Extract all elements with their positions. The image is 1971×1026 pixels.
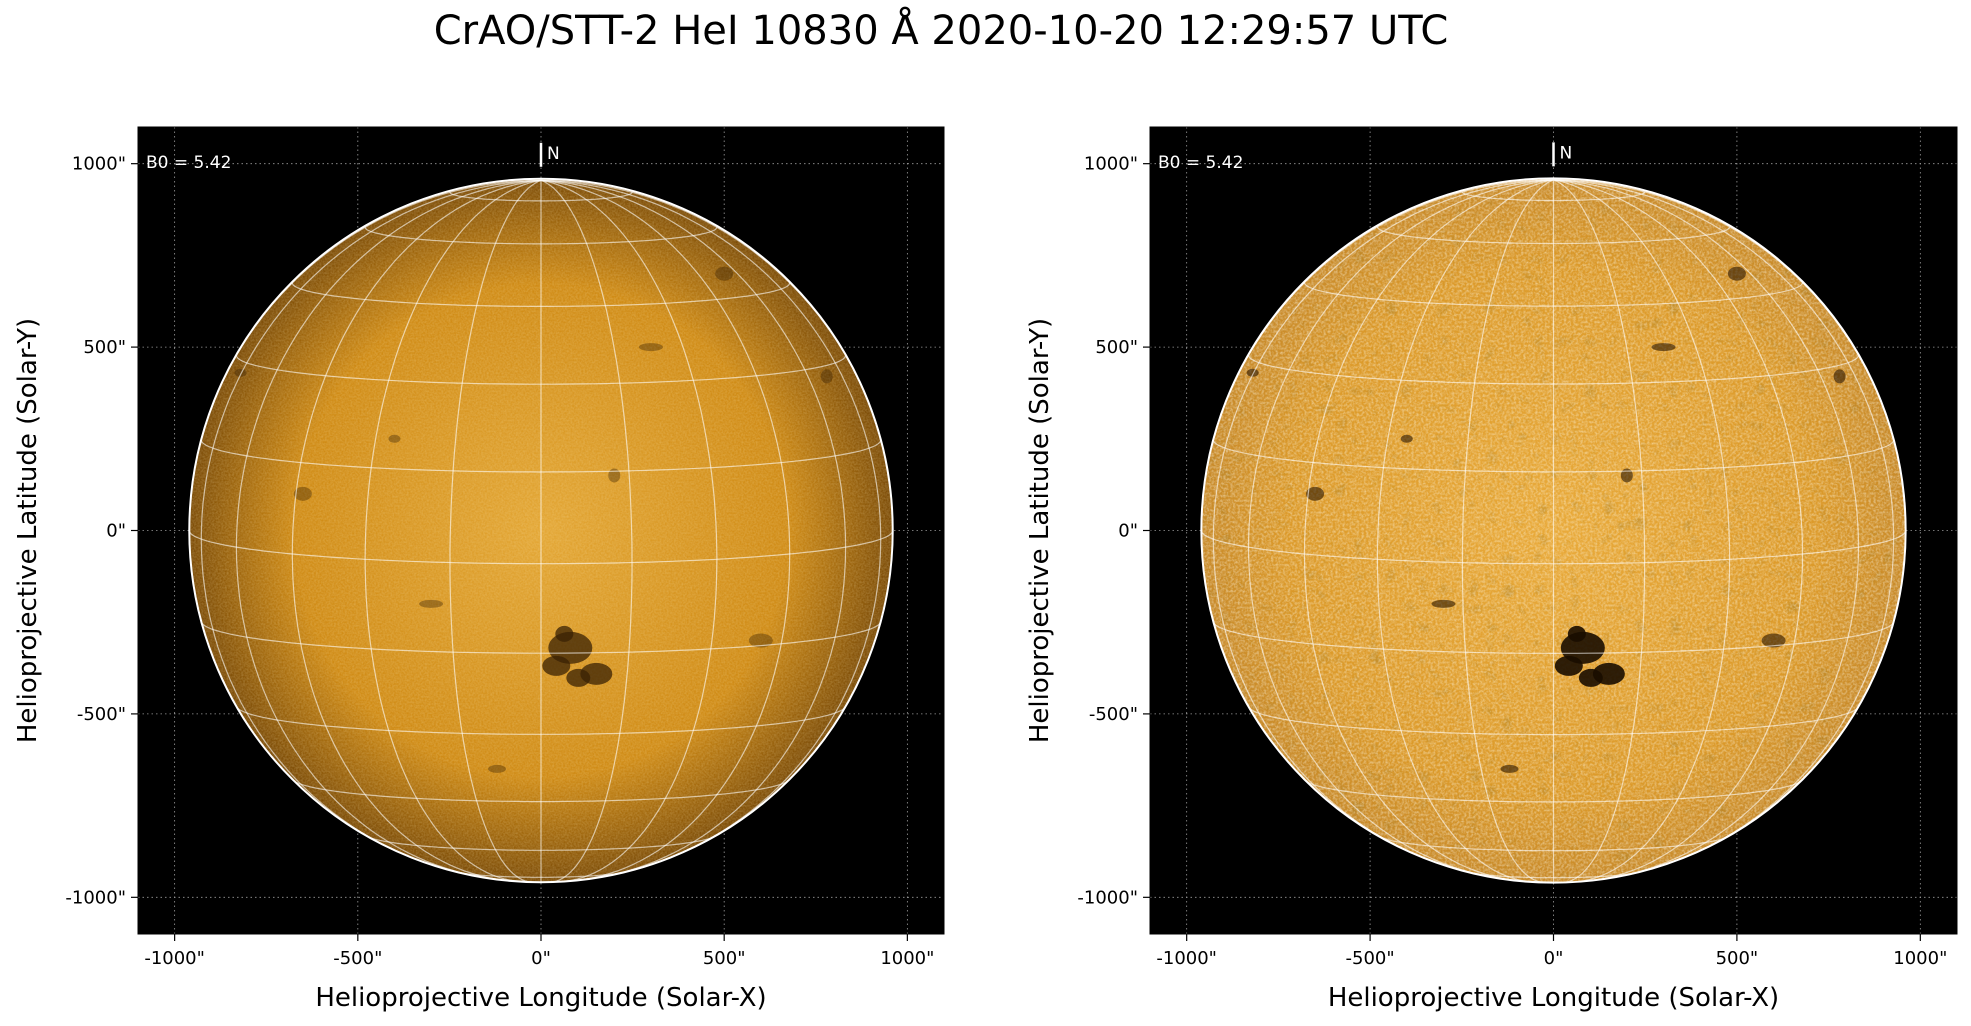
grid-curve: [1553, 179, 1860, 880]
grid-curve: [540, 179, 791, 882]
x-tick-label: 500": [703, 948, 746, 969]
dark-patch: [1620, 468, 1633, 483]
spot-blob: [1578, 668, 1603, 687]
b0-label: B0 = 5.42: [1158, 153, 1243, 173]
dark-patch: [1306, 486, 1325, 501]
dark-patch: [748, 633, 773, 648]
heliographic-grid: [189, 179, 893, 883]
y-tick-label: 0": [106, 521, 126, 542]
dark-patch: [234, 368, 247, 377]
dark-patch: [608, 468, 621, 483]
y-tick-label: 500": [83, 337, 126, 358]
y-tick-label: 1000": [1084, 154, 1138, 175]
y-tick-label: 500": [1095, 337, 1138, 358]
grid-curve: [1303, 179, 1554, 882]
active-region-spot: [234, 266, 833, 773]
grid-curve: [200, 179, 542, 870]
y-tick-label: -1000": [1077, 887, 1138, 908]
grid-curve: [235, 179, 542, 879]
x-tick-label: 500": [1716, 948, 1759, 969]
solar-image-panel-left: N B0 = 5.42 -1000" -1000" -500" -500" 0" 0" 50…: [13, 126, 945, 1013]
spot-blob: [1554, 655, 1583, 676]
y-tick-label: -1000": [65, 887, 126, 908]
spot-blob: [542, 655, 571, 676]
y-tick-label: -500": [77, 704, 126, 725]
grid-curve: [1247, 179, 1554, 880]
north-label: N: [1560, 143, 1573, 163]
grid-curve: [1461, 179, 1554, 883]
x-tick-label: 1000": [880, 948, 934, 969]
x-tick-label: 0": [531, 948, 551, 969]
solar-limb: [188, 177, 894, 884]
x-tick-label: 0": [1544, 948, 1564, 969]
dark-patch: [1833, 369, 1846, 384]
grid-curve: [1376, 179, 1554, 883]
north-label: N: [547, 144, 560, 164]
grid-curve: [1553, 179, 1731, 883]
y-axis-label: Helioprojective Latitude (Solar-Y): [13, 318, 43, 743]
dark-patch: [388, 434, 401, 443]
grid-curve: [1212, 179, 1554, 871]
spot-blob: [1567, 625, 1586, 642]
grid-curve: [364, 179, 542, 883]
axis-ticks: -1000" -1000" -500" -500" 0" 0" 500" 500" 1000" 1…: [65, 126, 945, 969]
grid-curve: [1553, 179, 1895, 871]
dark-patch: [1400, 434, 1413, 443]
x-axis-label: Helioprojective Longitude (Solar-X): [315, 983, 766, 1013]
grid-curve: [291, 179, 542, 882]
dark-patch: [1761, 633, 1786, 648]
figure-title: CrAO/STT-2 HeI 10830 Å 2020-10-20 12:29:…: [433, 8, 1449, 54]
dark-patch: [419, 599, 444, 608]
x-axis-label: Helioprojective Longitude (Solar-X): [1328, 983, 1779, 1013]
dark-patch: [1651, 343, 1676, 352]
y-tick-label: 1000": [72, 154, 126, 175]
axis-ticks: -1000" -1000" -500" -500" 0" 0" 500" 500" 1000" 1…: [1077, 126, 1958, 969]
grid-curve: [540, 179, 633, 883]
y-tick-label: 0": [1118, 521, 1138, 542]
solar-limb: [1200, 177, 1907, 884]
y-tick-label: -500": [1089, 704, 1138, 725]
dark-patch: [293, 486, 312, 501]
grid-curve: [540, 179, 882, 870]
spot-blob: [555, 625, 574, 642]
x-tick-label: 1000": [1893, 948, 1947, 969]
grid-curve: [540, 179, 847, 879]
dark-patch: [638, 343, 663, 352]
x-tick-label: -1000": [144, 948, 205, 969]
x-tick-label: -500": [1346, 948, 1395, 969]
dark-patch: [820, 369, 833, 384]
grid-curve: [449, 179, 542, 883]
dark-patch: [715, 266, 734, 281]
y-axis-label: Helioprojective Latitude (Solar-Y): [1025, 318, 1055, 743]
grid-curve: [1553, 179, 1646, 883]
x-tick-label: -500": [333, 948, 382, 969]
dark-patch: [488, 764, 507, 773]
b0-label: B0 = 5.42: [146, 153, 231, 173]
heliographic-grid: [1201, 179, 1906, 883]
dark-patch: [1727, 266, 1746, 281]
dark-patch: [1500, 764, 1519, 773]
grid-curve: [540, 179, 718, 883]
spot-blob: [566, 668, 591, 687]
grid-curve: [1553, 179, 1804, 882]
x-tick-label: -1000": [1156, 948, 1217, 969]
active-region-spot: [1246, 266, 1846, 773]
dark-patch: [1246, 368, 1259, 377]
dark-patch: [1431, 599, 1456, 608]
